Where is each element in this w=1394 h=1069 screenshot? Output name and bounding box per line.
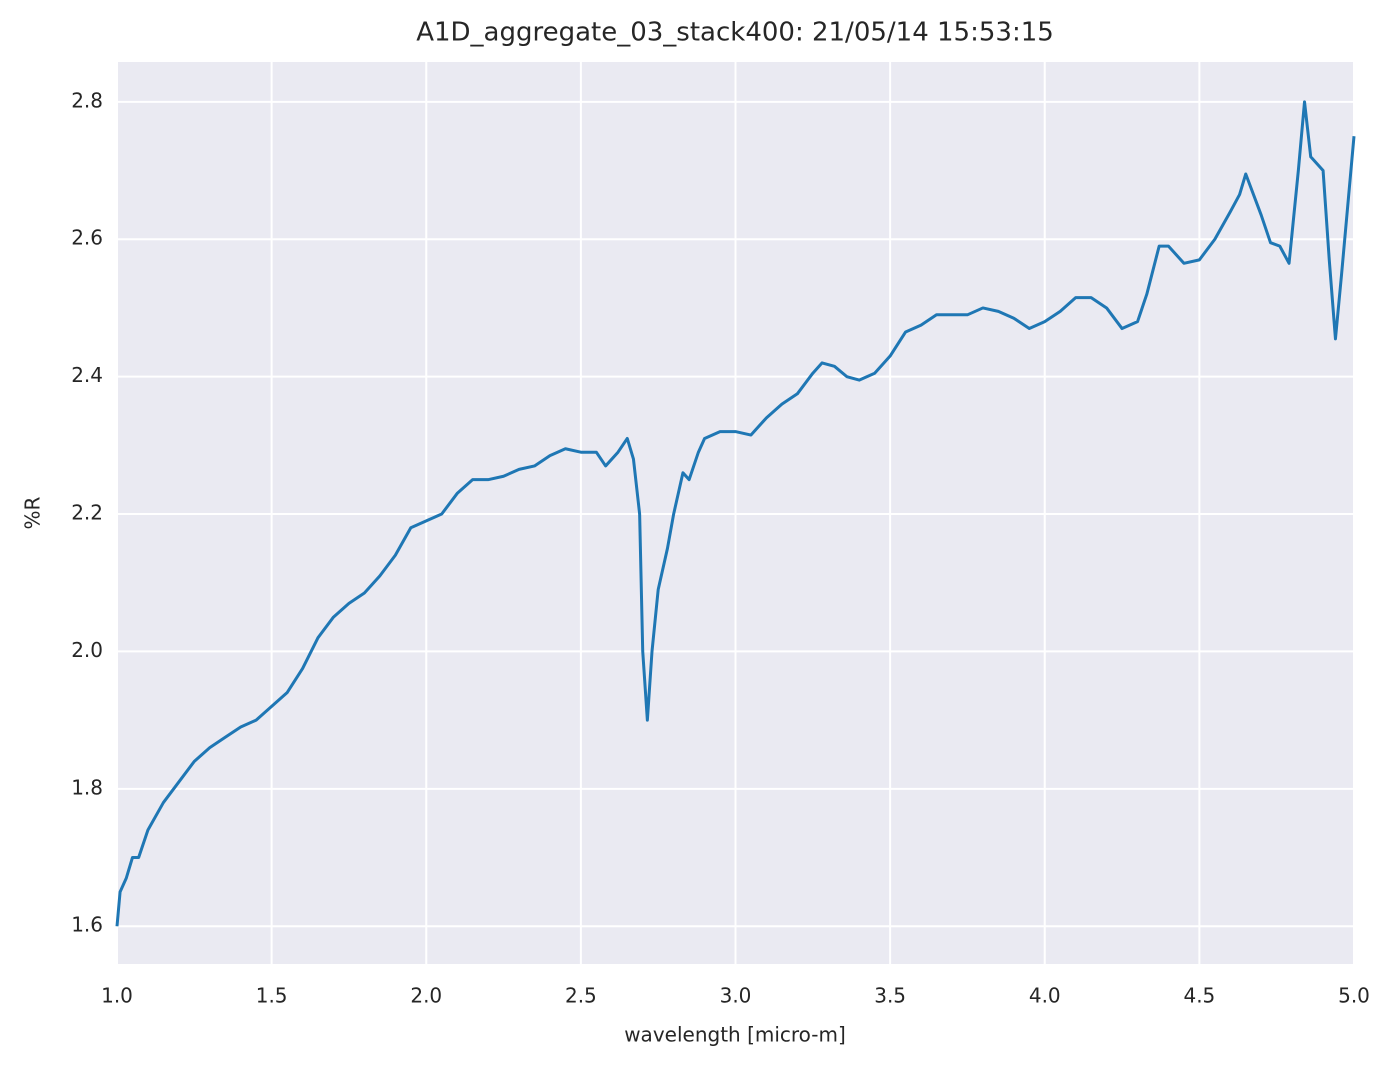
x-tick-label: 2.5: [565, 984, 597, 1008]
grid: [116, 62, 1355, 964]
x-tick-label: 4.0: [1029, 984, 1061, 1008]
data-line: [115, 100, 1356, 927]
y-tick-label: 2.0: [71, 638, 103, 662]
chart-title: A1D_aggregate_03_stack400: 21/05/14 15:5…: [416, 18, 1054, 48]
y-tick-label: 2.4: [71, 363, 103, 387]
x-tick-label: 1.5: [256, 984, 288, 1008]
x-tick-label: 5.0: [1338, 984, 1370, 1008]
x-tick-label: 1.0: [101, 984, 133, 1008]
x-tick-label: 3.5: [874, 984, 906, 1008]
x-tick-label: 3.0: [720, 984, 752, 1008]
y-axis-label: %R: [21, 496, 45, 529]
y-tick-label: 1.8: [71, 775, 103, 799]
y-tick-label: 2.2: [71, 501, 103, 525]
x-axis-label: wavelength [micro-m]: [624, 1023, 846, 1047]
y-tick-label: 2.6: [71, 226, 103, 250]
x-tick-label: 4.5: [1183, 984, 1215, 1008]
y-tick-label: 2.8: [71, 88, 103, 112]
y-tick-label: 1.6: [71, 913, 103, 937]
x-tick-label: 2.0: [410, 984, 442, 1008]
